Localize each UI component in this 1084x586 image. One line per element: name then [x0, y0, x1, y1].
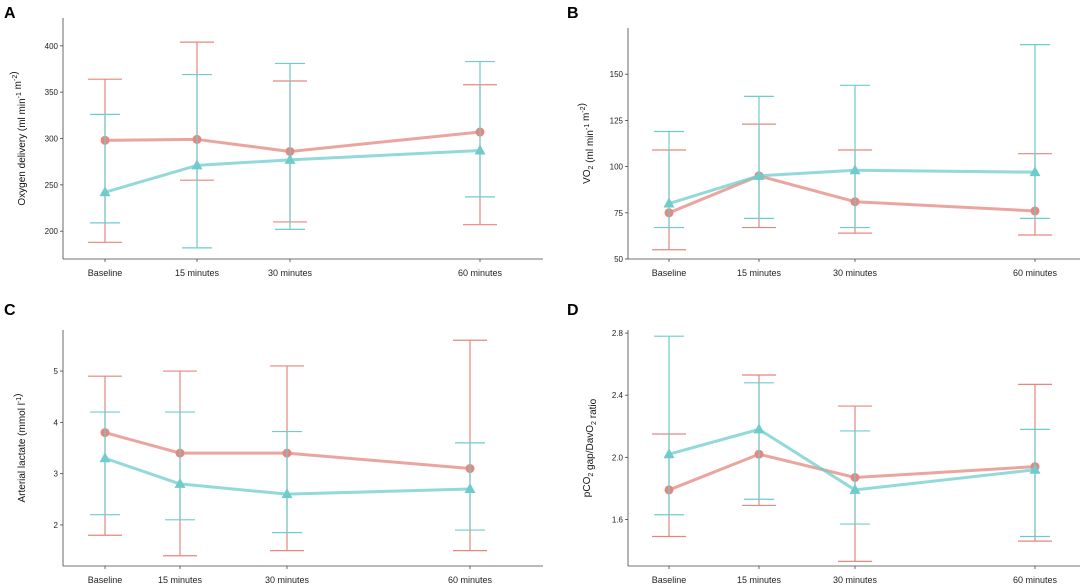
x-tick-label: Baseline	[652, 268, 687, 278]
x-tick-label: Baseline	[88, 575, 123, 585]
series-triangle	[90, 411, 485, 534]
data-point	[1029, 463, 1041, 474]
data-point	[474, 144, 486, 155]
panel-letter: C	[4, 302, 16, 319]
x-tick-label: 60 minutes	[1013, 268, 1058, 278]
data-point	[99, 186, 111, 197]
y-tick-label: 2.4	[612, 391, 624, 400]
x-tick-label: 15 minutes	[737, 268, 782, 278]
y-tick-label: 50	[614, 255, 623, 264]
x-tick-label: 30 minutes	[833, 575, 878, 585]
x-tick-label: 15 minutes	[175, 268, 220, 278]
y-tick-label: 2.8	[612, 329, 624, 338]
data-point	[663, 448, 675, 459]
y-tick-label: 400	[45, 42, 59, 51]
chart-panel-c: C 2 3 4 5 Baseline 15 minutes 30 minutes 60 minu…	[4, 302, 543, 585]
y-tick-label: 125	[610, 116, 624, 125]
y-axis-title: Oxygen delivery (ml min-1 m-2)	[9, 71, 28, 205]
y-axis-title: Arterial lactate (mmol l-1)	[13, 393, 28, 502]
panel-letter: A	[4, 5, 16, 22]
chart-panel-d: D 1.6 2.0 2.4 2.8 Baseline 15 minutes 30 minute…	[567, 302, 1080, 585]
data-point	[281, 488, 293, 499]
data-point	[1029, 166, 1041, 177]
y-tick-label: 350	[45, 88, 59, 97]
series-line	[104, 130, 481, 153]
data-point	[663, 197, 675, 208]
panel-letter: B	[567, 5, 579, 22]
y-tick-label: 100	[610, 163, 624, 172]
y-tick-label: 2.0	[612, 453, 624, 462]
y-axis-title: VO2 (ml min-1 m-2)	[577, 103, 596, 184]
data-point	[191, 159, 203, 170]
data-point	[99, 452, 111, 463]
x-tick-label: 30 minutes	[265, 575, 310, 585]
data-point	[174, 477, 186, 488]
x-tick-label: 15 minutes	[737, 575, 782, 585]
y-tick-label: 200	[45, 227, 59, 236]
series-line	[104, 149, 481, 194]
y-tick-label: 1.6	[612, 515, 624, 524]
data-point	[849, 164, 861, 175]
y-tick-label: 5	[54, 367, 59, 376]
x-tick-label: Baseline	[652, 575, 687, 585]
y-tick-label: 75	[614, 209, 623, 218]
y-tick-label: 3	[54, 470, 59, 479]
series-triangle	[654, 44, 1050, 229]
series-triangle	[90, 60, 495, 249]
series-line	[668, 174, 1036, 215]
x-tick-label: Baseline	[88, 268, 123, 278]
data-point	[849, 483, 861, 494]
y-tick-label: 300	[45, 135, 59, 144]
data-point	[753, 169, 765, 180]
panel-letter: D	[567, 302, 579, 319]
x-tick-label: 60 minutes	[1013, 575, 1058, 585]
y-tick-label: 150	[610, 70, 624, 79]
y-tick-label: 250	[45, 181, 59, 190]
y-tick-label: 2	[54, 521, 59, 530]
x-tick-label: 60 minutes	[448, 575, 493, 585]
series-triangle	[654, 335, 1050, 538]
x-tick-label: 15 minutes	[158, 575, 203, 585]
series-circle	[652, 123, 1052, 251]
x-tick-label: 60 minutes	[458, 268, 503, 278]
chart-panel-a: A 200 250 300 350 400 Baseline 15 minutes 30 min…	[4, 5, 543, 278]
series-line	[668, 427, 1036, 492]
x-tick-label: 30 minutes	[268, 268, 313, 278]
series-line	[668, 452, 1036, 492]
series-line	[104, 431, 471, 471]
data-point	[284, 153, 296, 164]
x-tick-label: 30 minutes	[833, 268, 878, 278]
data-point	[753, 423, 765, 434]
chart-panel-b: B 50 75 100 125 150 Baseline 15 minutes 30 minut…	[567, 5, 1080, 278]
y-tick-label: 4	[54, 418, 59, 427]
series-line	[668, 168, 1036, 205]
y-axis-title: pCO2 gap/DavO2 ratio	[582, 398, 599, 497]
series-circle	[88, 41, 497, 243]
series-line	[104, 456, 471, 496]
series-circle	[652, 374, 1052, 562]
data-point	[464, 483, 476, 494]
